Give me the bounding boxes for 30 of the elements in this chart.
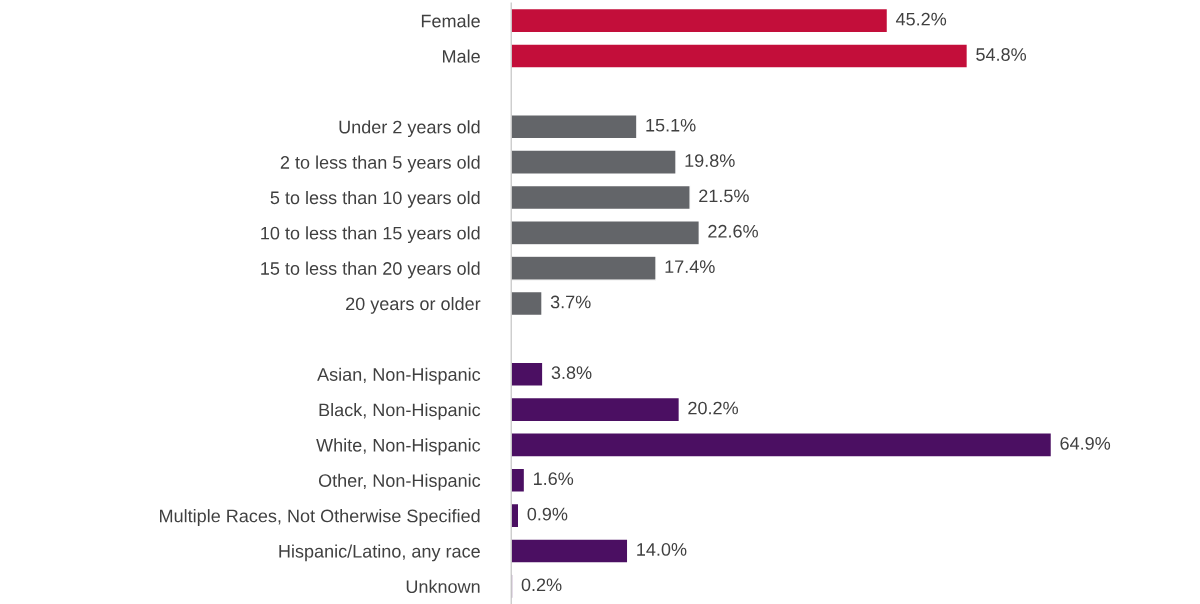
data-label: 22.6% <box>708 224 758 238</box>
y-tick-label: Multiple Races, Not Otherwise Specified <box>160 509 480 526</box>
data-label: 3.8% <box>551 366 592 380</box>
y-tick-label: Asian, Non-Hispanic <box>317 367 481 385</box>
data-label: 45.2% <box>895 12 947 26</box>
data-label: 1.6% <box>534 472 574 486</box>
y-tick-label: 20 years or older <box>346 296 481 314</box>
y-tick-label: 2 to less than 5 years old <box>280 155 480 173</box>
data-label: 15.1% <box>646 118 696 132</box>
y-tick-label: Female <box>421 14 480 28</box>
y-tick-label: Hispanic/Latino, any race <box>279 544 480 562</box>
data-label: 64.9% <box>1060 436 1111 450</box>
y-tick-label: White, Non-Hispanic <box>316 438 481 456</box>
data-label: 54.8% <box>976 48 1027 61</box>
y-tick-label: Under 2 years old <box>339 120 480 138</box>
data-label: 21.5% <box>699 189 749 203</box>
y-tick-label: 5 to less than 10 years old <box>270 190 480 208</box>
y-tick-label: Unknown <box>406 579 480 594</box>
data-label: 17.4% <box>665 260 715 273</box>
data-label: 3.7% <box>550 295 591 309</box>
data-label: 14.0% <box>637 543 687 556</box>
data-label: 0.2% <box>521 578 562 592</box>
y-tick-label: Black, Non-Hispanic <box>319 403 481 420</box>
data-label: 19.8% <box>685 154 735 167</box>
y-tick-label: 10 to less than 15 years old <box>261 226 480 244</box>
data-label: 20.2% <box>688 401 738 415</box>
y-tick-label: Other, Non-Hispanic <box>318 473 481 491</box>
y-tick-label: 15 to less than 20 years old <box>261 261 480 279</box>
y-tick-label: Male <box>442 49 480 63</box>
data-label: 0.9% <box>527 507 568 521</box>
